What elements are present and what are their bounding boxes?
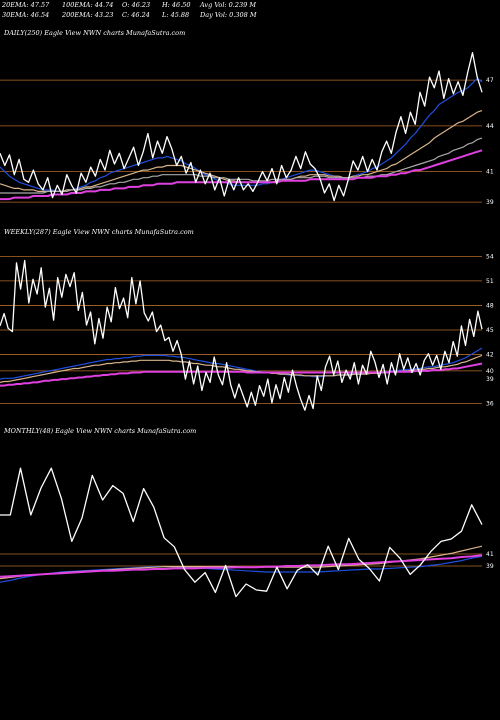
daily-price-line: [0, 52, 483, 202]
daily-ytick-47: 47: [486, 77, 494, 84]
daily-ema-gray-line: [0, 137, 483, 194]
daily-ytick-41: 41: [486, 169, 494, 176]
ema200-stat: 200EMA: 43.23: [62, 11, 114, 19]
weekly-panel-title: WEEKLY(287) Eagle View NWN charts Munafa…: [4, 228, 194, 236]
weekly-ytick-45: 45: [486, 327, 494, 334]
weekly-ema-magenta-line: [0, 362, 483, 387]
weekly-ytick-51: 51: [486, 278, 494, 285]
high-stat: H: 46.50: [162, 1, 191, 9]
open-stat: O: 46.23: [122, 1, 151, 9]
weekly-ytick-36: 36: [486, 401, 494, 408]
daily-ytick-39: 39: [486, 199, 494, 206]
weekly-ytick-39: 39: [486, 376, 494, 383]
weekly-ytick-48: 48: [486, 302, 494, 309]
avg-vol-stat: Avg Vol: 0.239 M: [200, 1, 257, 9]
weekly-ytick-40: 40: [486, 368, 494, 375]
day-vol-stat: Day Vol: 0.308 M: [200, 11, 257, 19]
daily-ytick-44: 44: [486, 123, 494, 130]
weekly-ytick-42: 42: [486, 352, 494, 359]
weekly-price-line: [0, 259, 483, 411]
daily-chart-panel: 47 44 41 39: [0, 52, 494, 206]
ema100-stat: 100EMA: 44.74: [62, 1, 114, 9]
low-stat: L: 45.88: [162, 11, 190, 19]
ema20-stat: 20EMA: 47.57: [2, 1, 50, 9]
monthly-ytick-41: 41: [486, 551, 494, 558]
monthly-panel-title: MONTHLY(48) Eagle View NWN charts Munafa…: [4, 427, 197, 435]
monthly-chart-panel: 41 39: [0, 467, 494, 598]
ema30-stat: 30EMA: 46.54: [2, 11, 50, 19]
daily-ema-blue-line: [0, 77, 483, 192]
weekly-ytick-54: 54: [486, 253, 494, 260]
monthly-price-line: [0, 467, 483, 598]
close-stat: C: 46.24: [122, 11, 150, 19]
daily-ema-magenta-line: [0, 149, 483, 201]
monthly-ytick-39: 39: [486, 563, 494, 570]
weekly-ema-blue-line: [0, 347, 483, 380]
daily-panel-title: DAILY(250) Eagle View NWN charts MunafaS…: [4, 29, 186, 37]
